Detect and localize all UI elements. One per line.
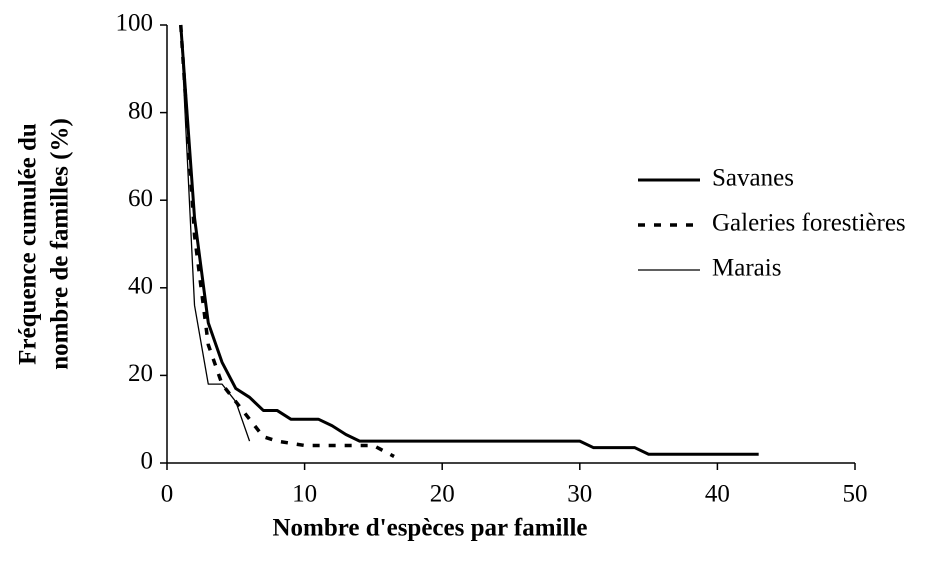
- y-tick-label: 80: [128, 97, 153, 124]
- legend-label: Galeries forestières: [712, 210, 906, 237]
- y-tick-label: 20: [128, 360, 153, 387]
- legend-label: Savanes: [712, 165, 794, 192]
- legend-label: Marais: [712, 255, 781, 282]
- y-tick-label: 0: [141, 448, 154, 475]
- y-axis-label: Fréquence cumulée du: [15, 123, 42, 365]
- x-tick-label: 30: [567, 481, 592, 508]
- x-tick-label: 40: [705, 481, 730, 508]
- y-tick-label: 60: [128, 185, 153, 212]
- x-tick-label: 10: [292, 481, 317, 508]
- y-tick-label: 100: [116, 10, 154, 37]
- x-tick-label: 0: [161, 481, 174, 508]
- y-axis-label: nombre de familles (%): [47, 118, 74, 370]
- series-line: [180, 24, 251, 442]
- x-tick-label: 50: [843, 481, 868, 508]
- x-tick-label: 20: [430, 481, 455, 508]
- series-line: [179, 24, 395, 458]
- series-line: [179, 24, 759, 456]
- x-axis-label: Nombre d'espèces par famille: [272, 515, 587, 542]
- y-tick-label: 40: [128, 273, 153, 300]
